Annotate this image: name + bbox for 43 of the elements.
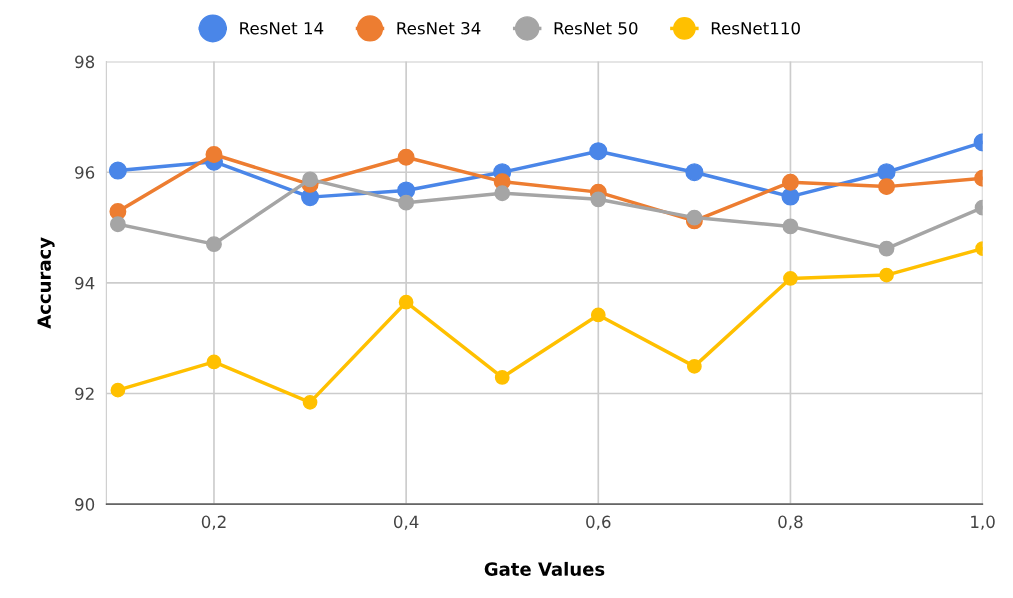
y-tick-label: 92 xyxy=(75,387,94,401)
y-tick-label: 90 xyxy=(75,498,95,511)
point xyxy=(589,142,608,161)
legend-label: ResNet 14 xyxy=(240,22,324,35)
point xyxy=(879,267,894,283)
point xyxy=(685,163,704,182)
point xyxy=(687,359,702,374)
point xyxy=(110,382,126,398)
legend-label: ResNet110 xyxy=(711,21,800,35)
point xyxy=(783,271,798,286)
x-tick-label: 0,6 xyxy=(586,515,611,530)
point xyxy=(398,194,415,211)
x-axis-title: Gate Values xyxy=(484,561,605,576)
y-tick-label: 98 xyxy=(75,55,95,69)
point xyxy=(397,148,415,166)
point xyxy=(398,294,414,310)
point xyxy=(494,370,510,385)
y-axis-title: Accuracy xyxy=(37,237,55,329)
point xyxy=(590,191,607,208)
point xyxy=(109,216,126,233)
x-tick-label: 0,4 xyxy=(393,515,419,530)
point xyxy=(878,240,895,257)
y-tick-label: 94 xyxy=(75,276,95,290)
point xyxy=(302,171,318,188)
legend-label: ResNet 34 xyxy=(397,21,481,35)
point xyxy=(781,173,799,191)
point xyxy=(590,307,606,323)
legend-label: ResNet 50 xyxy=(554,21,638,35)
point xyxy=(781,187,800,206)
point xyxy=(206,236,222,253)
point xyxy=(782,218,799,235)
point xyxy=(302,394,318,410)
point xyxy=(878,178,896,196)
y-tick-label: 96 xyxy=(75,166,95,179)
point xyxy=(494,185,511,202)
x-tick-label: 0,2 xyxy=(201,515,226,530)
point xyxy=(205,146,223,163)
x-tick-label: 0,8 xyxy=(778,515,803,530)
point xyxy=(108,161,127,180)
point xyxy=(877,163,896,182)
x-tick-label: 1,0 xyxy=(971,515,995,530)
point xyxy=(686,209,703,226)
point xyxy=(206,354,222,370)
